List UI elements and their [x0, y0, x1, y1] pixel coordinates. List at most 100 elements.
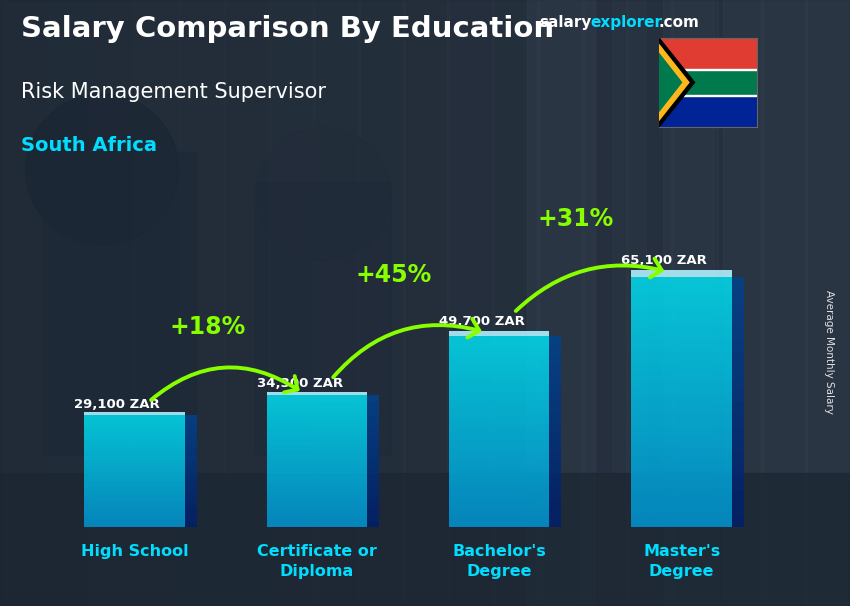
Bar	[632, 324, 732, 327]
Bar	[267, 411, 367, 413]
Bar	[449, 403, 549, 405]
Bar	[84, 447, 184, 449]
Bar	[449, 365, 549, 367]
Bar	[632, 430, 732, 433]
Bar	[632, 524, 732, 527]
Bar	[0, 473, 850, 606]
Bar	[449, 355, 549, 358]
Bar	[632, 393, 732, 396]
Bar	[84, 509, 184, 510]
Bar	[267, 488, 367, 489]
Bar	[84, 474, 184, 475]
Bar	[84, 520, 184, 522]
Bar	[84, 477, 184, 478]
Bar	[84, 467, 184, 468]
Bar	[549, 479, 562, 489]
Bar	[84, 473, 184, 474]
Bar	[267, 521, 367, 522]
Bar	[367, 448, 379, 454]
Bar	[632, 442, 732, 446]
Bar	[732, 502, 744, 514]
Bar	[267, 438, 367, 440]
Bar	[267, 447, 367, 448]
Bar	[84, 471, 184, 473]
Bar	[84, 516, 184, 518]
Bar	[84, 492, 184, 494]
Bar	[367, 441, 379, 448]
Bar	[449, 343, 549, 345]
Bar	[267, 407, 367, 408]
Bar	[632, 502, 732, 505]
Bar	[84, 508, 184, 509]
Bar	[549, 365, 562, 374]
Bar	[367, 428, 379, 435]
Bar	[632, 270, 732, 276]
Bar	[449, 386, 549, 388]
Bar	[84, 463, 184, 464]
Bar	[632, 436, 732, 439]
Bar	[632, 339, 732, 342]
Bar	[449, 465, 549, 467]
Bar	[449, 446, 549, 448]
Bar	[449, 401, 549, 403]
Bar	[84, 465, 184, 467]
Bar	[449, 419, 549, 422]
Bar	[449, 439, 549, 441]
Bar	[267, 496, 367, 498]
Bar	[722, 0, 850, 606]
Text: Salary Comparison By Education: Salary Comparison By Education	[21, 15, 554, 43]
Bar	[632, 468, 732, 471]
Bar	[84, 522, 184, 523]
Bar	[449, 431, 549, 434]
Bar	[267, 443, 367, 445]
Bar	[267, 478, 367, 479]
Bar	[267, 481, 367, 482]
Bar	[267, 445, 367, 447]
Bar	[732, 402, 744, 415]
Bar	[367, 454, 379, 461]
Bar	[367, 435, 379, 441]
Bar	[367, 422, 379, 428]
Bar	[449, 338, 549, 341]
Bar	[84, 475, 184, 477]
Bar	[267, 509, 367, 511]
Bar	[267, 516, 367, 518]
Bar	[267, 506, 367, 507]
Bar	[732, 351, 744, 364]
Bar	[267, 461, 367, 463]
Bar	[632, 487, 732, 490]
Bar	[84, 502, 184, 504]
Bar	[632, 377, 732, 380]
Bar	[367, 395, 379, 402]
Bar	[449, 381, 549, 384]
Bar	[632, 351, 732, 355]
Bar	[449, 427, 549, 429]
Bar	[84, 464, 184, 465]
Bar	[632, 505, 732, 508]
Bar	[267, 435, 367, 436]
Bar	[449, 453, 549, 456]
Bar	[267, 514, 367, 516]
Bar	[632, 367, 732, 371]
Bar	[632, 286, 732, 289]
Bar	[632, 418, 732, 421]
Bar	[267, 518, 367, 519]
Bar	[84, 482, 184, 484]
Bar	[449, 467, 549, 470]
Bar	[449, 477, 549, 479]
Bar	[184, 488, 196, 494]
Bar	[632, 386, 732, 390]
Bar	[267, 491, 367, 493]
Bar	[659, 95, 756, 96]
Bar	[367, 461, 379, 468]
Bar	[449, 391, 549, 393]
Bar	[632, 480, 732, 484]
Bar	[449, 504, 549, 505]
Bar	[84, 435, 184, 436]
Bar	[549, 441, 562, 451]
Bar	[267, 464, 367, 466]
Bar	[732, 327, 744, 339]
Bar	[84, 457, 184, 459]
Bar	[84, 442, 184, 443]
Polygon shape	[659, 44, 688, 121]
